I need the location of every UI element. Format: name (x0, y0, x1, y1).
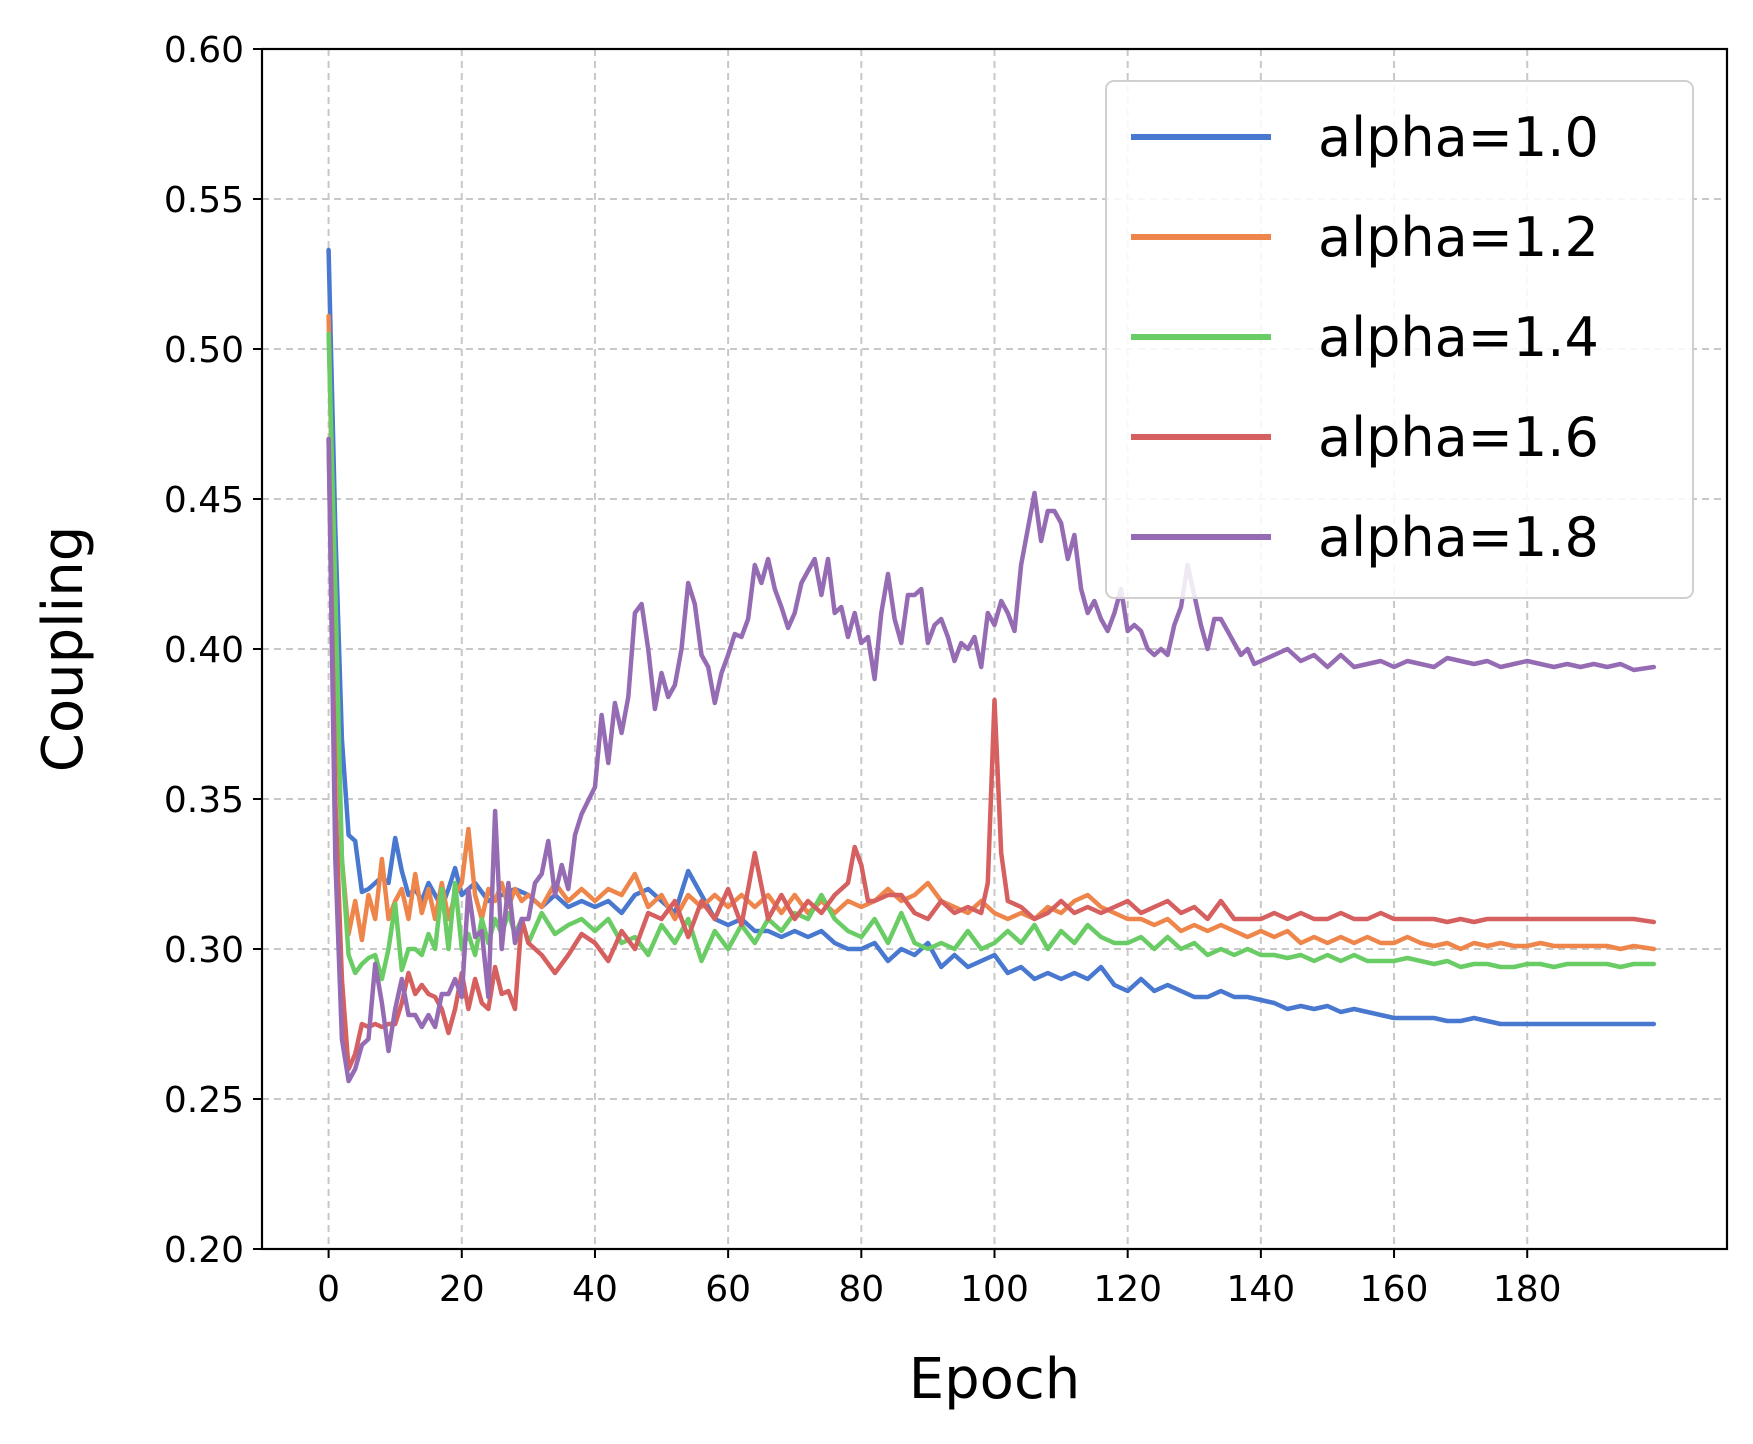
legend-label: alpha=1.4 (1318, 306, 1599, 369)
legend-box (1105, 80, 1694, 599)
x-tick-label: 100 (960, 1269, 1029, 1310)
y-tick-label: 0.60 (164, 30, 244, 71)
x-tick-label: 180 (1493, 1269, 1562, 1310)
x-tick-label: 60 (705, 1269, 751, 1310)
y-tick-label: 0.40 (164, 630, 244, 671)
legend-label: alpha=1.2 (1318, 206, 1599, 269)
x-tick-label: 0 (317, 1269, 340, 1310)
series-lines (326, 247, 1657, 1084)
legend: alpha=1.0 alpha=1.2 alpha=1.4 alpha=1.6 alph… (1105, 80, 1694, 599)
legend-label: alpha=1.0 (1318, 106, 1599, 169)
x-tick-label: 80 (838, 1269, 884, 1310)
y-tick-label: 0.30 (164, 930, 244, 971)
y-tick-label: 0.55 (164, 180, 244, 221)
y-tick-label: 0.25 (164, 1080, 244, 1121)
x-tick-label: 140 (1227, 1269, 1296, 1310)
y-axis-title: Coupling (31, 526, 96, 773)
y-tick-label: 0.35 (164, 780, 244, 821)
y-tick-label: 0.20 (164, 1230, 244, 1271)
series-line-0 (326, 247, 1657, 1027)
legend-label: alpha=1.8 (1318, 506, 1599, 569)
x-tick-label: 160 (1360, 1269, 1429, 1310)
x-tick-label: 40 (572, 1269, 618, 1310)
x-tick-label: 120 (1093, 1269, 1162, 1310)
series-line-4 (326, 436, 1657, 1084)
series-line-2 (326, 331, 1657, 982)
x-tick-label: 20 (439, 1269, 485, 1310)
axis-ticks: 0 20 40 60 80 100 120 140 160 180 0.20 0.25 0.30 0.35… (164, 30, 1562, 1310)
y-tick-label: 0.45 (164, 480, 244, 521)
legend-label: alpha=1.6 (1318, 406, 1599, 469)
x-axis-title: Epoch (909, 1347, 1080, 1412)
y-tick-label: 0.50 (164, 330, 244, 371)
